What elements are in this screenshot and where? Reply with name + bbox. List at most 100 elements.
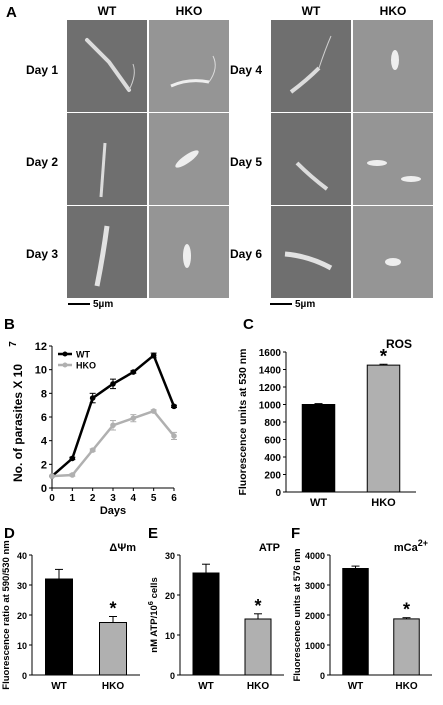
chart-b-x-label: Days — [100, 505, 126, 517]
chart-b-legend-label-wt: WT — [76, 350, 90, 360]
chart-f-ytick-label: 2000 — [305, 611, 325, 621]
chart-c-bar-hko — [366, 364, 401, 493]
chart-f-y-label: Fluorescence units at 576 nm — [292, 548, 303, 681]
chart-d-title: ΔΨm — [109, 542, 136, 554]
chart-b-ytick-label: 2 — [41, 459, 47, 471]
chart-e-atp: 0 10 20 30 WT HKO * ATP nM ATP/106 cells — [148, 542, 284, 692]
scale-bar-right: 5µm — [270, 299, 315, 310]
column-label-hko-left: HKO — [175, 4, 203, 18]
column-label-wt-right: WT — [301, 4, 321, 18]
chart-b-point-wt — [89, 395, 96, 401]
chart-e-y-label-suffix: cells — [149, 577, 160, 601]
chart-f-bar-hko — [393, 618, 420, 676]
scale-bar-label-left: 5µm — [93, 299, 114, 310]
chart-b-legend-marker-wt — [62, 351, 68, 357]
micrograph-hko-day-4 — [353, 20, 433, 112]
chart-f-mca: 0 1000 2000 3000 4000 WT HKO * mCa2+ Fluorescence… — [292, 538, 432, 692]
chart-c-significance-hko: * — [380, 346, 388, 367]
chart-b-ytick-label: 8 — [41, 388, 47, 400]
chart-b-ytick-label: 4 — [41, 436, 48, 448]
chart-f-xtick-label-wt: WT — [348, 681, 364, 692]
chart-e-xtick-label-hko: HKO — [247, 681, 269, 692]
chart-e-xtick-label-wt: WT — [198, 681, 214, 692]
chart-f-significance-hko: * — [403, 600, 410, 620]
chart-e-y-label: nM ATP/106 cells — [148, 577, 160, 652]
chart-f-title: mCa2+ — [394, 538, 428, 554]
chart-b-xtick-label: 4 — [131, 493, 137, 504]
chart-b-ytick-label: 10 — [35, 365, 47, 377]
day-label-2: Day 2 — [26, 155, 59, 169]
chart-b-legend-label-hko: HKO — [76, 361, 96, 371]
chart-b-point-wt — [110, 381, 116, 387]
chart-b-ytick-label: 12 — [35, 341, 47, 353]
chart-b-y-label-exponent: 7 — [8, 341, 19, 347]
chart-d-xtick-label-hko: HKO — [102, 681, 124, 692]
day-label-1: Day 1 — [26, 63, 59, 77]
chart-e-y-label-exponent: 6 — [148, 601, 155, 605]
chart-f-xtick-label-hko: HKO — [395, 681, 417, 692]
chart-c-ros: 0 200 400 600 800 1000 1200 1400 1600 WT HKO *ROS Fl… — [237, 337, 416, 509]
chart-c-ytick-label: 0 — [275, 488, 281, 499]
chart-e-significance-hko: * — [254, 596, 261, 616]
column-label-wt-left: WT — [97, 4, 117, 18]
chart-b-ytick-label: 0 — [41, 483, 47, 495]
panel-letter-a: A — [6, 4, 17, 21]
chart-f-ytick-label: 4000 — [305, 551, 325, 561]
chart-d-y-label: Fluorescence ratio at 590/530 nm — [1, 540, 12, 689]
chart-b-xtick-label: 5 — [151, 493, 157, 504]
chart-d-ytick-label: 10 — [17, 641, 27, 651]
chart-c-ytick-label: 600 — [264, 436, 281, 447]
chart-c-xtick-label-wt: WT — [310, 497, 327, 509]
chart-b-xtick-label: 3 — [110, 493, 116, 504]
chart-d-bar-hko — [99, 622, 127, 676]
micrograph-wt-day-6 — [271, 206, 351, 298]
chart-d-xtick-label-wt: WT — [51, 681, 67, 692]
chart-b-xtick-label: 0 — [49, 493, 55, 504]
chart-b-point-hko — [89, 447, 96, 453]
micrograph-hko-day-6 — [353, 206, 433, 298]
chart-f-bar-wt — [342, 568, 369, 676]
scale-bar-label-right: 5µm — [295, 299, 316, 310]
chart-e-bar-wt — [192, 572, 220, 676]
chart-f-ytick-label: 0 — [320, 671, 325, 681]
day-label-6: Day 6 — [230, 247, 263, 261]
micrograph-hko-day-2 — [149, 113, 229, 205]
panel-letter-c: C — [243, 316, 254, 333]
scale-bar-left: 5µm — [68, 299, 113, 310]
chart-c-ytick-label: 1000 — [259, 401, 282, 412]
chart-d-membrane-potential: 0 10 20 30 40 WT HKO * ΔΨm Fluorescence ratio at … — [1, 540, 140, 692]
chart-c-title: ROS — [386, 337, 412, 351]
panel-letter-d: D — [4, 525, 15, 542]
micrograph-wt-day-2 — [67, 113, 147, 205]
panel-letter-b: B — [4, 316, 15, 333]
micrograph-wt-day-4 — [271, 20, 351, 112]
chart-b-point-hko — [130, 415, 137, 421]
chart-d-bar-wt — [45, 578, 73, 676]
chart-b-xtick-label: 2 — [90, 493, 96, 504]
chart-b-point-wt — [69, 455, 76, 462]
chart-e-bar-hko — [244, 618, 272, 676]
chart-d-significance-hko: * — [109, 599, 116, 619]
chart-c-ytick-label: 800 — [264, 418, 281, 429]
column-label-hko-right: HKO — [379, 4, 407, 18]
chart-b-point-wt — [150, 352, 157, 359]
chart-e-ytick-label: 0 — [170, 671, 175, 681]
chart-c-ytick-label: 1400 — [259, 366, 282, 377]
chart-f-title-sup: 2+ — [418, 538, 428, 548]
chart-b-xtick-label: 6 — [171, 493, 177, 504]
micrograph-hko-day-5 — [353, 113, 433, 205]
micrograph-hko-day-3 — [149, 206, 229, 298]
panel-letter-f: F — [291, 525, 301, 542]
chart-e-ytick-label: 20 — [165, 591, 175, 601]
chart-c-bar-wt — [301, 404, 336, 493]
chart-c-ytick-label: 400 — [264, 453, 281, 464]
chart-b-point-hko — [150, 408, 157, 414]
chart-b-point-wt — [130, 369, 137, 375]
micrograph-wt-day-3 — [67, 206, 147, 298]
chart-b-point-wt — [171, 403, 177, 410]
chart-b-point-hko — [171, 433, 177, 439]
day-label-5: Day 5 — [230, 155, 263, 169]
chart-f-ytick-label: 1000 — [305, 641, 325, 651]
chart-c-xtick-label-hko: HKO — [371, 497, 396, 509]
